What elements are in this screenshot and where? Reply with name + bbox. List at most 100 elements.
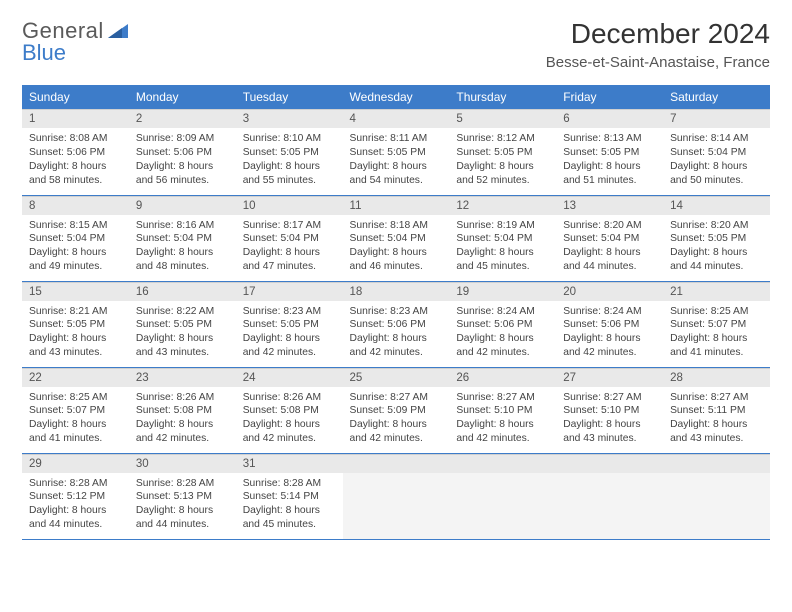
daylight-line: Daylight: 8 hours and 43 minutes. [670,418,763,446]
day-body: Sunrise: 8:24 AMSunset: 5:06 PMDaylight:… [449,301,556,367]
day-number: 7 [663,109,770,128]
day-body: Sunrise: 8:26 AMSunset: 5:08 PMDaylight:… [129,387,236,453]
day-body: Sunrise: 8:27 AMSunset: 5:10 PMDaylight:… [449,387,556,453]
day-cell [556,453,663,539]
daylight-line: Daylight: 8 hours and 47 minutes. [243,246,336,274]
daylight-line: Daylight: 8 hours and 42 minutes. [243,418,336,446]
day-body: Sunrise: 8:27 AMSunset: 5:09 PMDaylight:… [343,387,450,453]
day-cell: 1Sunrise: 8:08 AMSunset: 5:06 PMDaylight… [22,109,129,195]
daylight-line: Daylight: 8 hours and 42 minutes. [350,332,443,360]
sunrise-line: Sunrise: 8:27 AM [350,391,443,405]
day-number: 12 [449,196,556,215]
day-number: 16 [129,282,236,301]
day-cell: 31Sunrise: 8:28 AMSunset: 5:14 PMDayligh… [236,453,343,539]
day-cell: 23Sunrise: 8:26 AMSunset: 5:08 PMDayligh… [129,367,236,453]
day-cell: 17 Sunrise: 8:23 AMSunset: 5:05 PMDayligh… [236,281,343,367]
day-number: 15 [22,282,129,301]
sunrise-line: Sunrise: 8:16 AM [136,219,229,233]
daylight-line: Daylight: 8 hours and 43 minutes. [136,332,229,360]
sunrise-line: Sunrise: 8:23 AM [350,305,443,319]
sunset-line: Sunset: 5:11 PM [670,404,763,418]
daylight-line: Daylight: 8 hours and 41 minutes. [670,332,763,360]
day-cell [663,453,770,539]
day-cell: 15Sunrise: 8:21 AMSunset: 5:05 PMDayligh… [22,281,129,367]
sunset-line: Sunset: 5:05 PM [456,146,549,160]
sunset-line: Sunset: 5:07 PM [670,318,763,332]
sunrise-line: Sunrise: 8:08 AM [29,132,122,146]
day-cell: 27Sunrise: 8:27 AMSunset: 5:10 PMDayligh… [556,367,663,453]
day-cell: 6Sunrise: 8:13 AMSunset: 5:05 PMDaylight… [556,109,663,195]
day-number: 17 [236,282,343,301]
col-wednesday: Wednesday [343,85,450,109]
day-body: Sunrise: 8:27 AMSunset: 5:10 PMDaylight:… [556,387,663,453]
day-body: Sunrise: 8:18 AMSunset: 5:04 PMDaylight:… [343,215,450,281]
sunrise-line: Sunrise: 8:12 AM [456,132,549,146]
day-number: 4 [343,109,450,128]
day-cell: 5Sunrise: 8:12 AMSunset: 5:05 PMDaylight… [449,109,556,195]
sunset-line: Sunset: 5:07 PM [29,404,122,418]
sunset-line: Sunset: 5:12 PM [29,490,122,504]
day-number: 1 [22,109,129,128]
sunset-line: Sunset: 5:05 PM [243,318,336,332]
sunrise-line: Sunrise: 8:25 AM [29,391,122,405]
day-number: 22 [22,368,129,387]
day-number: 8 [22,196,129,215]
day-cell: 16Sunrise: 8:22 AMSunset: 5:05 PMDayligh… [129,281,236,367]
sunset-line: Sunset: 5:06 PM [29,146,122,160]
sunrise-line: Sunrise: 8:14 AM [670,132,763,146]
day-number: 20 [556,282,663,301]
sunrise-line: Sunrise: 8:28 AM [29,477,122,491]
col-sunday: Sunday [22,85,129,109]
daylight-line: Daylight: 8 hours and 43 minutes. [563,418,656,446]
sunrise-line: Sunrise: 8:21 AM [29,305,122,319]
sunset-line: Sunset: 5:08 PM [243,404,336,418]
day-cell: 3Sunrise: 8:10 AMSunset: 5:05 PMDaylight… [236,109,343,195]
sunrise-line: Sunrise: 8:28 AM [136,477,229,491]
sunset-line: Sunset: 5:14 PM [243,490,336,504]
sunset-line: Sunset: 5:04 PM [29,232,122,246]
day-number: 11 [343,196,450,215]
day-number: 31 [236,454,343,473]
daylight-line: Daylight: 8 hours and 52 minutes. [456,160,549,188]
sunrise-line: Sunrise: 8:20 AM [670,219,763,233]
daylight-line: Daylight: 8 hours and 51 minutes. [563,160,656,188]
day-body: Sunrise: 8:13 AMSunset: 5:05 PMDaylight:… [556,128,663,194]
day-cell [343,453,450,539]
col-thursday: Thursday [449,85,556,109]
day-number: 29 [22,454,129,473]
day-cell: 26Sunrise: 8:27 AMSunset: 5:10 PMDayligh… [449,367,556,453]
header: General December 2024 Besse-et-Saint-Ana… [22,18,770,71]
sunset-line: Sunset: 5:04 PM [136,232,229,246]
header-row: Sunday Monday Tuesday Wednesday Thursday… [22,85,770,109]
daylight-line: Daylight: 8 hours and 55 minutes. [243,160,336,188]
day-body: Sunrise: 8:25 AMSunset: 5:07 PMDaylight:… [663,301,770,367]
empty-daynum [449,454,556,473]
title-block: December 2024 Besse-et-Saint-Anastaise, … [546,18,770,71]
daylight-line: Daylight: 8 hours and 41 minutes. [29,418,122,446]
col-tuesday: Tuesday [236,85,343,109]
week-row: 1 Sunrise: 8:08 AMSunset: 5:06 PM Daylight… [22,109,770,195]
day-cell: 20Sunrise: 8:24 AMSunset: 5:06 PMDayligh… [556,281,663,367]
sunset-line: Sunset: 5:05 PM [670,232,763,246]
day-cell: 2Sunrise: 8:09 AMSunset: 5:06 PMDaylight… [129,109,236,195]
daylight-line: Daylight: 8 hours and 42 minutes. [243,332,336,360]
sunset-line: Sunset: 5:08 PM [136,404,229,418]
day-cell: 18Sunrise: 8:23 AMSunset: 5:06 PMDayligh… [343,281,450,367]
col-monday: Monday [129,85,236,109]
day-number: 25 [343,368,450,387]
day-body: Sunrise: 8:28 AMSunset: 5:12 PMDaylight:… [22,473,129,539]
sunrise-line: Sunrise: 8:23 AM [243,305,336,319]
sunrise-line: Sunrise: 8:17 AM [243,219,336,233]
week-row: 22Sunrise: 8:25 AMSunset: 5:07 PMDayligh… [22,367,770,453]
day-number: 3 [236,109,343,128]
sunset-line: Sunset: 5:04 PM [563,232,656,246]
daylight-line: Daylight: 8 hours and 44 minutes. [29,504,122,532]
day-body: Sunrise: 8:28 AMSunset: 5:13 PMDaylight:… [129,473,236,539]
sunset-line: Sunset: 5:13 PM [136,490,229,504]
day-cell: 13Sunrise: 8:20 AMSunset: 5:04 PMDayligh… [556,195,663,281]
sunrise-line: Sunrise: 8:25 AM [670,305,763,319]
sunrise-line: Sunrise: 8:20 AM [563,219,656,233]
sunrise-line: Sunrise: 8:24 AM [456,305,549,319]
day-body: Sunrise: 8:11 AMSunset: 5:05 PMDaylight:… [343,128,450,194]
day-cell: 29Sunrise: 8:28 AMSunset: 5:12 PMDayligh… [22,453,129,539]
